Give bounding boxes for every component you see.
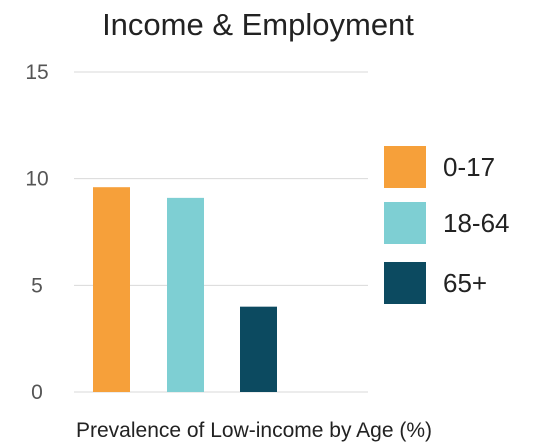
bars	[93, 187, 277, 392]
bar-18-64	[167, 197, 204, 392]
bar-65+	[240, 306, 277, 392]
legend-label-18-64: 18-64	[443, 208, 510, 238]
legend-swatch-0-17	[384, 146, 426, 188]
chart-title: Income & Employment	[102, 7, 414, 42]
bar-0-17	[93, 187, 130, 392]
legend-swatch-18-64	[384, 202, 426, 244]
y-tick-label-15: 15	[25, 61, 48, 84]
y-tick-label-10: 10	[25, 168, 48, 191]
x-axis-label: Prevalence of Low-income by Age (%)	[76, 419, 432, 442]
legend-label-0-17: 0-17	[443, 152, 495, 182]
legend-swatch-65+	[384, 262, 426, 304]
y-tick-label-5: 5	[31, 274, 43, 297]
y-axis-ticks: 0 5 10 15	[25, 61, 48, 404]
legend: 0-17 18-64 65+	[384, 146, 510, 304]
y-tick-label-0: 0	[31, 381, 43, 404]
legend-label-65+: 65+	[443, 268, 487, 298]
